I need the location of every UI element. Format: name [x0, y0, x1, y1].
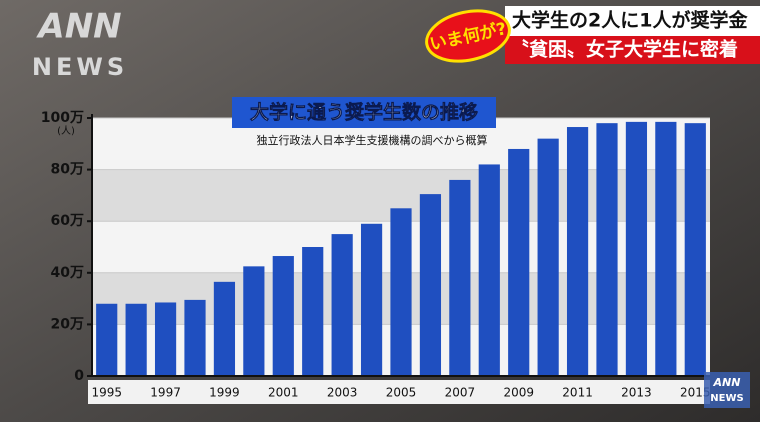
chart-title: 大学に通う奨学生数の推移 [250, 101, 478, 124]
bar [96, 303, 118, 376]
y-tick-label: 0 [74, 368, 84, 384]
corner-logo-text: NEWS [710, 393, 743, 404]
x-tick-label: 2009 [503, 386, 534, 400]
y-tick-label: 40万 [51, 265, 84, 281]
subheadline: 〝貧困〟女子大学生に密着 [510, 38, 738, 61]
corner-logo [704, 372, 750, 408]
title-box [232, 97, 496, 128]
bar [655, 121, 677, 377]
bar [154, 302, 177, 376]
x-tick-label: 2007 [445, 386, 476, 400]
y-unit: (人) [57, 125, 75, 137]
bar [625, 121, 648, 377]
x-tick-label: 2011 [562, 386, 593, 400]
plot: 0 20万 40万 60万 80万 100万 1995 1997 1999 2001 2003 200… [41, 110, 711, 400]
bar [360, 223, 383, 376]
x-tick-label: 1995 [91, 386, 122, 400]
bar [596, 123, 618, 376]
chart-subtitle: 独立行政法人日本学生支援機構の調べから概算 [257, 133, 488, 147]
bar [566, 127, 589, 376]
y-tick-label: 60万 [51, 213, 84, 229]
logo: NEWS [32, 53, 128, 81]
headline-strip [505, 6, 760, 36]
y-tick-label: 20万 [51, 316, 84, 332]
subheadline-strip [505, 36, 760, 64]
x-tick-label: 2013 [621, 386, 652, 400]
bar [537, 138, 559, 376]
y-tick-label: 80万 [51, 162, 84, 178]
bar [302, 247, 324, 376]
badge [425, 9, 511, 63]
logo: ANN [35, 7, 121, 47]
bar [684, 123, 706, 376]
x-tick-label: 2003 [327, 386, 358, 400]
x-axis-strip [88, 380, 710, 404]
headline: 大学生の2人に1人が奨学金 [512, 9, 748, 32]
x-tick-label: 1997 [150, 386, 181, 400]
bar [508, 148, 530, 376]
bar [213, 281, 236, 376]
bar [449, 179, 471, 376]
x-tick-label: 2005 [386, 386, 417, 400]
bar [390, 208, 412, 376]
x-tick-label: 2015 [680, 386, 711, 400]
bar [243, 266, 265, 376]
bar [419, 194, 442, 376]
corner-logo-text: ANN [713, 376, 741, 389]
bar [272, 256, 294, 376]
bar [184, 299, 206, 376]
bar [478, 164, 500, 376]
y-tick-label: 100万 [41, 110, 84, 126]
bar [125, 303, 147, 376]
x-tick-label: 1999 [209, 386, 240, 400]
x-tick-label: 2001 [268, 386, 299, 400]
bar [331, 234, 353, 376]
